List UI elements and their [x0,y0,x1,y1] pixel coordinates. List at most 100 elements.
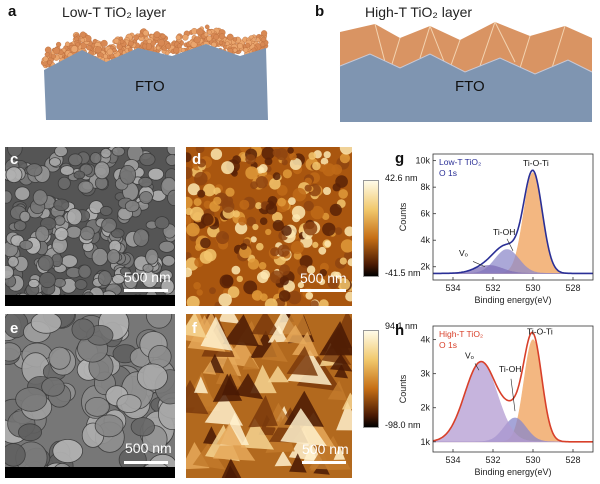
afm-feature [308,152,316,160]
tio2-nanoparticle [206,29,212,35]
afm-facet [186,314,207,338]
afm-feature [340,239,352,253]
afm-facet [334,364,349,379]
tio2-nanoparticle [44,52,50,57]
afm-feature [255,176,268,189]
panel-label-a: a [8,3,17,20]
afm-facet [327,380,348,401]
annotation-leader [506,238,514,251]
tio2-nanoparticle [53,47,60,55]
colorbar-d [363,180,379,277]
tio2-nanoparticle [56,41,62,48]
colorbar-max-f: 94.1 nm [385,321,418,331]
grain [94,161,110,180]
afm-facet [281,314,312,336]
afm-feature [278,290,291,302]
scale-bar-label-c: 500 nm [124,269,171,285]
afm-feature [288,197,296,205]
afm-facet [267,365,289,383]
afm-feature [338,189,348,199]
tio2-nanoparticle [116,43,123,50]
y-tick-label: 6k [420,209,430,219]
afm-feature [277,244,290,257]
tio2-nanoparticle [146,38,152,44]
tio2-nanoparticle [128,40,134,47]
grain [5,342,22,362]
tio2-nanoparticle [100,39,108,47]
tio2-nanoparticle [213,34,220,40]
grain [30,314,62,334]
tio2-nanoparticle [79,31,87,38]
afm-feature [195,147,205,153]
x-tick-label: 528 [565,455,580,465]
peak-annotation: Ti-OH [499,364,521,374]
afm-feature [199,250,213,264]
grain [124,200,140,213]
y-tick-label: 2k [420,403,430,413]
x-tick-label: 534 [445,455,460,465]
grain [73,170,86,180]
afm-feature [289,158,302,170]
afm-feature [238,216,247,226]
grain [147,167,164,181]
tio2-nanoparticle [237,43,244,49]
afm-facet [224,465,238,478]
x-axis-label: Binding energy(eV) [474,295,551,305]
grain [68,153,83,167]
afm-facet [186,379,209,415]
afm-feature [272,212,283,223]
legend-text: High-T TiO₂ [439,329,483,339]
afm-feature [292,187,307,202]
afm-feature [186,196,193,209]
afm-feature [312,161,321,171]
y-axis-label: Counts [398,374,408,403]
afm-feature [275,148,288,161]
afm-facet [267,325,288,343]
afm-feature [251,290,263,301]
grain [100,147,112,159]
afm-feature [210,148,223,160]
afm-feature [303,200,314,212]
grain [5,443,26,467]
afm-facet [250,364,277,394]
afm-feature [232,155,241,165]
afm-facet [194,376,209,394]
y-axis-label: Counts [398,202,408,231]
scale-bar-f [302,461,346,464]
annotation-leader [472,261,486,268]
afm-feature [186,166,193,180]
grain [59,165,75,176]
fto-substrate [44,44,268,120]
peak-annotation: Vₒ [465,350,474,360]
grain [27,278,40,289]
tio2-nanoparticle [142,39,148,45]
afm-feature [329,203,342,216]
afm-feature [318,299,329,306]
afm-feature [187,183,200,196]
fto-label-b: FTO [455,78,485,95]
grain [89,152,102,165]
grain [154,216,170,230]
afm-feature [240,243,248,250]
panel-a-title: Low-T TiO₂ layer [62,4,166,20]
afm-feature [282,169,292,179]
grain [123,274,138,289]
grain [54,227,69,241]
y-tick-label: 10k [415,156,430,166]
tio2-nanoparticle [251,37,257,42]
afm-feature [239,199,250,210]
afm-feature [272,219,284,232]
afm-feature [337,278,351,291]
afm-feature [261,147,275,160]
afm-feature [287,147,294,154]
grain [167,189,175,206]
grain [5,190,13,204]
afm-feature [218,293,232,306]
afm-feature [209,287,216,295]
afm-facet [274,450,292,467]
afm-facet [216,423,242,446]
afm-feature [327,276,340,289]
panel-label-b: b [315,3,325,20]
afm-feature [259,217,268,225]
fto-label-a: FTO [135,78,165,95]
